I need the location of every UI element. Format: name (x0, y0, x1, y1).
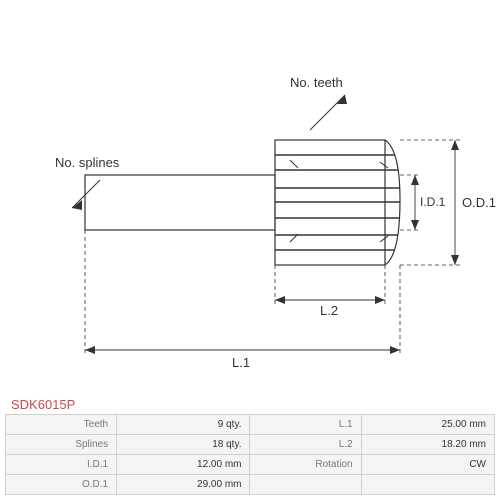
label-l1: L.1 (232, 355, 250, 370)
label-no-teeth: No. teeth (290, 75, 343, 90)
spec-table-area: SDK6015P Teeth 9 qty. L.1 25.00 mm Splin… (5, 395, 495, 495)
cell-v: 18.20 mm (361, 435, 494, 455)
cell-v: 18 qty. (117, 435, 250, 455)
cell-k: O.D.1 (6, 475, 117, 495)
cell-v (361, 475, 494, 495)
cell-v: 25.00 mm (361, 415, 494, 435)
table-row: Splines 18 qty. L.2 18.20 mm (6, 435, 495, 455)
cell-k: Splines (6, 435, 117, 455)
table-row: O.D.1 29.00 mm (6, 475, 495, 495)
table-row: Teeth 9 qty. L.1 25.00 mm (6, 415, 495, 435)
label-l2: L.2 (320, 303, 338, 318)
label-id1: I.D.1 (420, 195, 445, 209)
label-no-splines: No. splines (55, 155, 119, 170)
cell-k: Teeth (6, 415, 117, 435)
cell-k: I.D.1 (6, 455, 117, 475)
cell-v: 12.00 mm (117, 455, 250, 475)
cell-v: 9 qty. (117, 415, 250, 435)
cell-v: 29.00 mm (117, 475, 250, 495)
label-od1: O.D.1 (462, 195, 496, 210)
cell-k: L.2 (250, 435, 361, 455)
table-row: I.D.1 12.00 mm Rotation CW (6, 455, 495, 475)
spec-table: Teeth 9 qty. L.1 25.00 mm Splines 18 qty… (5, 414, 495, 495)
cell-k: Rotation (250, 455, 361, 475)
sku-code: SDK6015P (5, 395, 495, 414)
cell-v: CW (361, 455, 494, 475)
cell-k: L.1 (250, 415, 361, 435)
cell-k (250, 475, 361, 495)
